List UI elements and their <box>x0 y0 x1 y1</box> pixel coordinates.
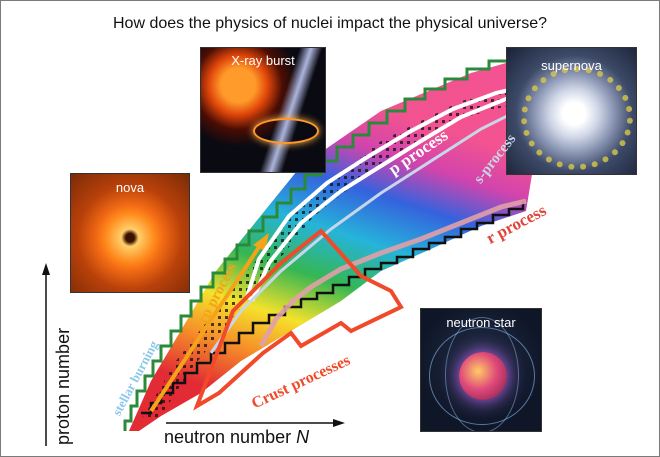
crust-process-outline <box>193 228 404 411</box>
valley-of-stability <box>141 91 511 421</box>
xray-burst-label: X-ray burst <box>231 53 295 68</box>
neutron-drip-line <box>141 201 525 415</box>
y-axis-label: proton number <box>53 327 73 445</box>
neutron-star-image: neutron star <box>420 308 542 432</box>
neutron-star-label: neutron star <box>446 315 516 330</box>
accretion-disk <box>253 118 319 144</box>
xray-burst-image: X-ray burst <box>200 47 326 173</box>
rp-process-arrow <box>149 239 265 413</box>
r-process-path <box>258 198 527 348</box>
neutron-star-sphere <box>459 352 507 400</box>
nova-label: nova <box>115 180 145 195</box>
x-axis-label-text: neutron number <box>164 427 292 447</box>
ejecta-ring <box>521 66 633 170</box>
x-axis-label: neutron number N <box>164 427 309 448</box>
slide-title: How does the physics of nuclei impact th… <box>113 15 547 32</box>
supernova-label: supernova <box>541 58 602 73</box>
supernova-image: supernova <box>506 47 637 175</box>
s-process-path <box>209 107 522 354</box>
magnetic-field-line <box>445 317 519 431</box>
x-axis-symbol: N <box>296 427 310 447</box>
nova-image: nova <box>70 173 190 293</box>
proton-drip-line <box>123 59 507 431</box>
